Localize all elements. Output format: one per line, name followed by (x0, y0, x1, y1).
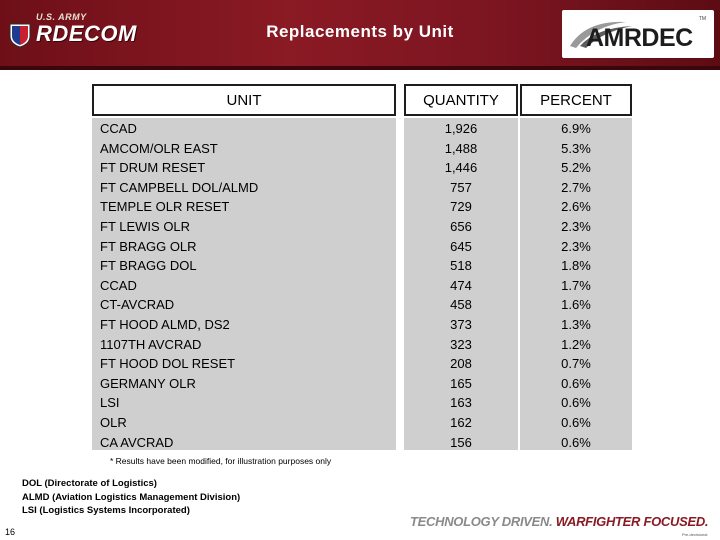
footnote: * Results have been modified, for illust… (110, 456, 332, 466)
table-cell-percent: 6.9% (561, 121, 591, 136)
table-cell-unit: FT BRAGG DOL (100, 258, 197, 274)
table-cell-percent: 1.6% (561, 297, 591, 313)
table-cell-quantity: 518 (450, 258, 472, 274)
table-cell-quantity: 208 (450, 356, 472, 372)
table-cell-percent: 0.7% (561, 356, 591, 372)
table-cell-percent: 2.6% (561, 199, 591, 215)
quantity-column-header: QUANTITY (404, 84, 518, 116)
table-cell-percent: 0.6% (561, 434, 591, 450)
table-cell-percent: 5.2% (561, 160, 591, 176)
page-title: Replacements by Unit (266, 22, 454, 41)
table-cell-quantity: 1,926 (444, 121, 478, 136)
table-cell-quantity: 1,488 (444, 140, 478, 156)
table-cell-percent: 1.2% (561, 336, 591, 352)
table-cell-quantity: 373 (450, 317, 472, 332)
legend-item: DOL (Directorate of Logistics) (22, 478, 157, 489)
table-cell-unit: AMCOM/OLR EAST (100, 140, 218, 156)
table-cell-unit: FT DRUM RESET (100, 160, 206, 176)
table-cell-quantity: 323 (450, 336, 472, 352)
amrdec-wordmark: AMRDEC (586, 24, 693, 52)
legend-item: ALMD (Aviation Logistics Management Divi… (22, 491, 241, 503)
us-army-label: U.S. ARMY (36, 12, 87, 22)
percent-column-header: PERCENT (520, 84, 632, 116)
percent-column-body: 6.9% 5.3% 5.2% 2.7% 2.6% 2.3% 2.3% 1.8% 1.7% 1.6%… (520, 118, 632, 450)
unit-column-header: UNIT (92, 84, 396, 116)
fine-print: Pre-decisional (682, 532, 708, 537)
table-cell-percent: 0.6% (561, 395, 591, 411)
legend-item: LSI (Logistics Systems Incorporated) (22, 505, 190, 516)
table-cell-unit: FT CAMPBELL DOL/ALMD (100, 179, 259, 195)
percent-column: PERCENT 6.9% 5.3% 5.2% 2.7% 2.6% 2.3% 2.3% 1.8%… (520, 84, 632, 450)
quantity-column-body: 1,926 1,488 1,446 757 729 656 645 518 474 458 373 3… (404, 118, 518, 450)
acronym-legend: DOL (Directorate of Logistics) ALMD (Avi… (22, 477, 240, 518)
rdecom-logo: U.S. ARMY RDECOM (8, 12, 158, 56)
table-cell-quantity: 156 (450, 434, 472, 450)
table-cell-quantity: 729 (450, 199, 472, 215)
table-cell-unit: TEMPLE OLR RESET (100, 199, 230, 215)
table-cell-quantity: 656 (450, 219, 472, 234)
table-cell-quantity: 474 (450, 277, 472, 293)
table-cell-percent: 1.3% (561, 317, 591, 332)
table-cell-percent: 0.6% (561, 375, 591, 391)
tagline-technology: TECHNOLOGY DRIVEN. (410, 514, 553, 529)
header-banner: U.S. ARMY RDECOM Replacements by Unit TM… (0, 0, 720, 70)
amrdec-swoosh-icon (570, 21, 632, 48)
quantity-column: QUANTITY 1,926 1,488 1,446 757 729 656 645 518 4… (404, 84, 518, 450)
army-shield-icon (9, 23, 31, 48)
table-cell-quantity: 162 (450, 415, 472, 430)
table-cell-unit: CCAD (100, 277, 137, 293)
table-cell-unit: FT LEWIS OLR (100, 219, 191, 234)
table-cell-percent: 1.7% (561, 277, 591, 293)
unit-column: UNIT CCAD AMCOM/OLR EAST FT DRUM RESET FT C… (92, 84, 396, 450)
table-cell-unit: OLR (100, 415, 127, 430)
table-cell-unit: FT HOOD DOL RESET (100, 356, 236, 372)
table-cell-quantity: 645 (450, 238, 472, 254)
table-cell-percent: 2.3% (561, 238, 591, 254)
table-cell-quantity: 165 (450, 375, 472, 391)
table-cell-percent: 5.3% (561, 140, 591, 156)
table-cell-percent: 2.3% (561, 219, 591, 234)
table-cell-unit: CCAD (100, 121, 137, 136)
table-cell-unit: LSI (100, 395, 120, 411)
amrdec-logo: TM AMRDEC (562, 10, 714, 58)
rdecom-wordmark: RDECOM (36, 21, 137, 46)
table-cell-quantity: 757 (450, 179, 472, 195)
table-cell-unit: CT-AVCRAD (100, 297, 175, 313)
table-cell-unit: CA AVCRAD (100, 434, 174, 450)
header-divider (0, 66, 720, 70)
table-cell-percent: 2.7% (561, 179, 591, 195)
table-cell-unit: 1107TH AVCRAD (100, 336, 202, 352)
table-cell-percent: 0.6% (561, 415, 591, 430)
table-cell-quantity: 458 (450, 297, 472, 313)
table-cell-unit: FT HOOD ALMD, DS2 (100, 317, 230, 332)
table-cell-quantity: 163 (450, 395, 472, 411)
page-number: 16 (5, 527, 16, 537)
tagline-warfighter: WARFIGHTER FOCUSED. (555, 514, 709, 529)
trademark-label: TM (698, 16, 706, 22)
replacements-table: UNIT CCAD AMCOM/OLR EAST FT DRUM RESET FT C… (92, 84, 632, 450)
table-cell-unit: FT BRAGG OLR (100, 238, 197, 254)
table-cell-quantity: 1,446 (444, 160, 478, 176)
tagline: TECHNOLOGY DRIVEN. WARFIGHTER FOCUSED. (410, 514, 709, 529)
table-cell-unit: GERMANY OLR (100, 375, 196, 391)
unit-column-body: CCAD AMCOM/OLR EAST FT DRUM RESET FT CAMPBE… (92, 118, 396, 450)
table-cell-percent: 1.8% (561, 258, 591, 274)
